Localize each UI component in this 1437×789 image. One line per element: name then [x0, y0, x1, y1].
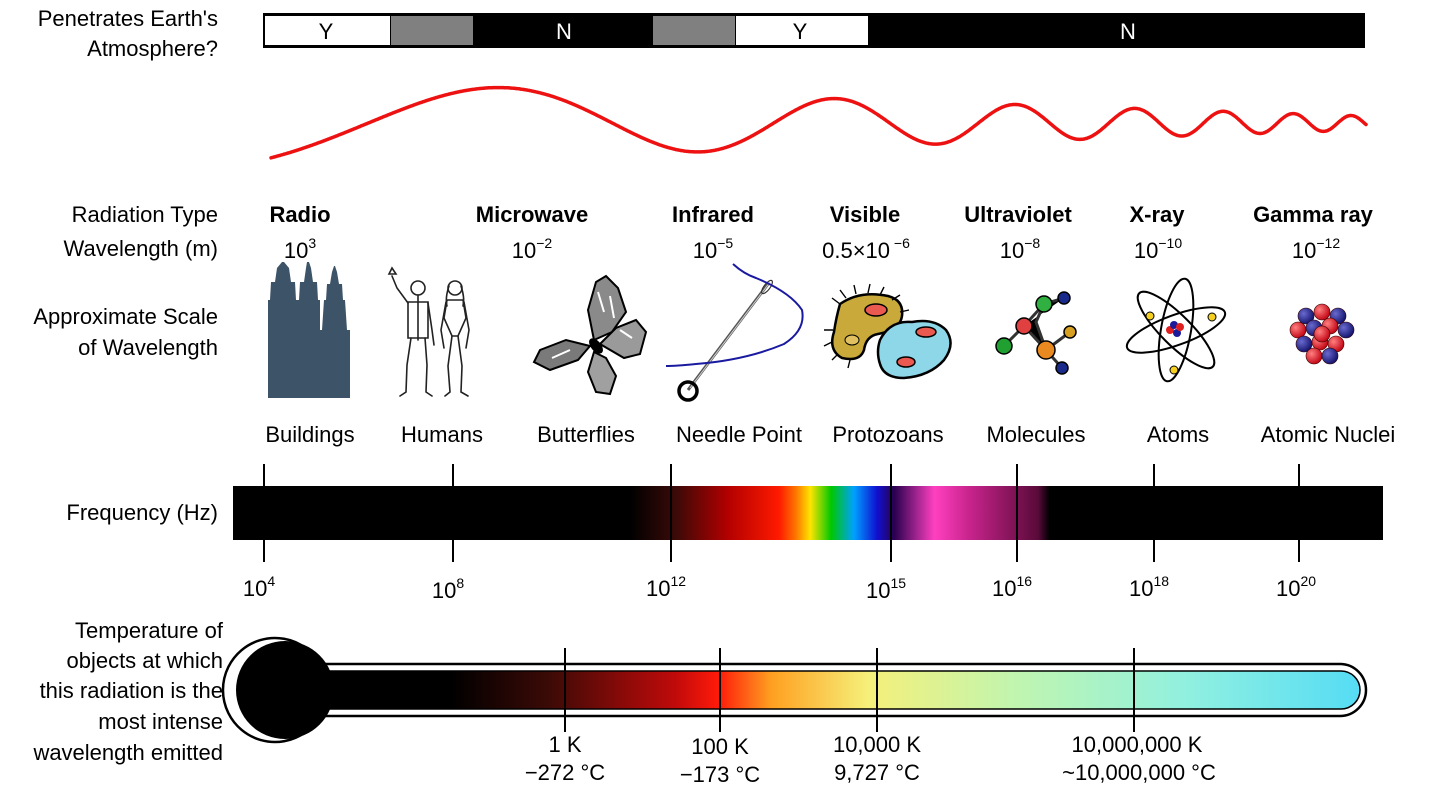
radiation-type-visible: Visible [830, 202, 901, 227]
scale-label-protozoans: Protozoans [832, 422, 943, 447]
frequency-ticks [263, 464, 1300, 562]
atmosphere-segment-partial [391, 16, 473, 45]
atmosphere-label-line2: Atmosphere? [87, 36, 218, 61]
wavelength-value-gamma: 10−12 [1292, 235, 1340, 263]
radiation-type-xray: X-ray [1129, 202, 1185, 227]
svg-text:this radiation is the: this radiation is the [40, 678, 223, 703]
atmosphere-segment-label: N [1120, 19, 1136, 44]
scale-label-line2: of Wavelength [78, 335, 218, 360]
temperature-celsius: 9,727 °C [834, 760, 920, 785]
frequency-spectrum-bar [233, 486, 1383, 540]
scale-label-molecules: Molecules [986, 422, 1085, 447]
scale-label-needle-point: Needle Point [676, 422, 802, 447]
temperature-kelvin: 10,000 K [833, 732, 921, 757]
radiation-type-ultraviolet: Ultraviolet [964, 202, 1072, 227]
frequency-tick-label: 1015 [866, 575, 906, 603]
temperature-kelvin: 1 K [548, 732, 581, 757]
atmosphere-segment-label: Y [793, 19, 808, 44]
atmosphere-bar: Y N Y N [263, 13, 1365, 48]
radiation-type-gamma: Gamma ray [1253, 202, 1374, 227]
wavelength-value-visible: 0.5×10 −6 [822, 235, 910, 263]
frequency-tick-label: 104 [243, 573, 275, 601]
atmosphere-label-line1: Penetrates Earth's [38, 6, 218, 31]
wavelength-wave [269, 85, 1368, 160]
wavelength-value-infrared: 10−5 [693, 235, 734, 263]
frequency-tick-label: 1016 [992, 573, 1032, 601]
thermometer [221, 636, 1368, 744]
wavelength-values: 103 10−2 10−5 0.5×10 −6 10−8 10−10 10−12 [284, 235, 1340, 263]
needle-icon [665, 263, 804, 402]
atmosphere-segment-partial [653, 16, 735, 45]
buildings-icon [268, 262, 350, 398]
frequency-tick-label: 1020 [1276, 573, 1316, 601]
atmosphere-segment-yes [736, 16, 868, 45]
wavelength-label: Wavelength (m) [64, 236, 218, 261]
radiation-type-label: Radiation Type [72, 202, 218, 227]
temperature-ticks [564, 648, 1135, 732]
scale-label-butterflies: Butterflies [537, 422, 635, 447]
radiation-types: Radio Microwave Infrared Visible Ultravi… [269, 202, 1373, 227]
atmosphere-segment-label: N [556, 19, 572, 44]
nucleus-icon [1289, 303, 1355, 365]
humans-icon [387, 266, 470, 397]
wavelength-value-ultraviolet: 10−8 [1000, 235, 1041, 263]
temperature-kelvin: 100 K [691, 734, 749, 759]
radiation-type-infrared: Infrared [672, 202, 754, 227]
radiation-type-radio: Radio [269, 202, 330, 227]
scale-object-labels: Buildings Humans Butterflies Needle Poin… [265, 422, 1395, 447]
frequency-tick-label: 1018 [1129, 573, 1169, 601]
atmosphere-segment-yes [265, 16, 390, 45]
atom-icon [1125, 277, 1227, 383]
temperature-celsius: ~10,000,000 °C [1062, 760, 1216, 785]
atmosphere-segment-label: Y [319, 19, 334, 44]
scale-label-atomic-nuclei: Atomic Nuclei [1261, 422, 1395, 447]
scale-label-atoms: Atoms [1147, 422, 1209, 447]
thermometer-bulb [236, 641, 334, 739]
thermometer-tube [289, 670, 1361, 710]
temperature-celsius: −272 °C [525, 760, 605, 785]
frequency-label: Frequency (Hz) [66, 500, 218, 525]
scale-label-buildings: Buildings [265, 422, 354, 447]
radiation-type-microwave: Microwave [476, 202, 589, 227]
temperature-celsius: −173 °C [680, 762, 760, 787]
frequency-tick-labels: 104 108 1012 1015 1016 1018 1020 [243, 573, 1316, 603]
butterfly-icon [532, 274, 648, 396]
scale-label-humans: Humans [401, 422, 483, 447]
protozoan-icon [823, 283, 952, 380]
temperature-label: Temperature of objects at which this rad… [32, 618, 223, 765]
molecule-icon [995, 291, 1077, 375]
wavelength-value-radio: 103 [284, 235, 316, 263]
svg-text:objects at which: objects at which [66, 648, 223, 673]
frequency-tick-label: 108 [432, 575, 464, 603]
frequency-tick-label: 1012 [646, 573, 686, 601]
scale-label-line1: Approximate Scale [33, 304, 218, 329]
temperature-kelvin: 10,000,000 K [1072, 732, 1203, 757]
temperature-tick-labels: 1 K −272 °C 100 K −173 °C 10,000 K 9,727… [525, 732, 1216, 787]
svg-text:wavelength emitted: wavelength emitted [32, 740, 223, 765]
svg-text:most intense: most intense [98, 709, 223, 734]
wavelength-value-microwave: 10−2 [512, 235, 553, 263]
svg-text:Temperature of: Temperature of [75, 618, 224, 643]
wavelength-value-xray: 10−10 [1134, 235, 1182, 263]
